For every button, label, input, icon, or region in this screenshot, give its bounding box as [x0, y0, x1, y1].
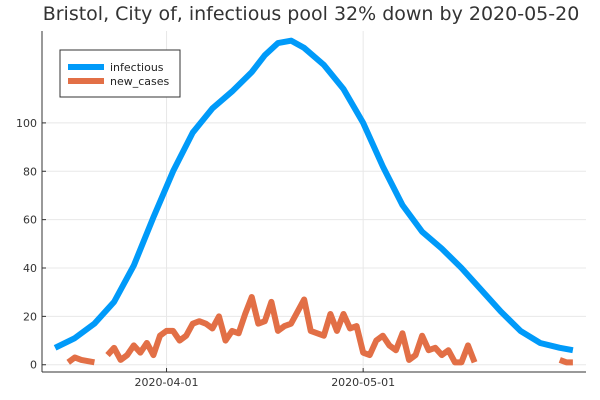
y-tick-label: 60	[23, 214, 37, 227]
legend-label-infectious: infectious	[110, 61, 164, 74]
series-lines	[53, 37, 574, 366]
y-tick-label: 20	[23, 310, 37, 323]
axes	[41, 31, 586, 373]
series-line-infectious	[53, 37, 574, 354]
legend-label-new-cases: new_cases	[110, 75, 170, 88]
y-tick-label: 80	[23, 165, 37, 178]
series-line-new-cases	[66, 294, 573, 366]
x-tick-label: 2020-05-01	[331, 376, 395, 389]
tick-labels: 0 20 40 60 80 100 2020-04-01 2020-05-01	[16, 117, 395, 389]
x-tick-label: 2020-04-01	[135, 376, 199, 389]
chart-title: Bristol, City of, infectious pool 32% do…	[43, 3, 580, 25]
legend: infectious new_cases	[59, 49, 181, 98]
y-tick-label: 40	[23, 262, 37, 275]
y-tick-label: 100	[16, 117, 37, 130]
y-tick-label: 0	[30, 359, 37, 372]
legend-box	[59, 49, 181, 98]
